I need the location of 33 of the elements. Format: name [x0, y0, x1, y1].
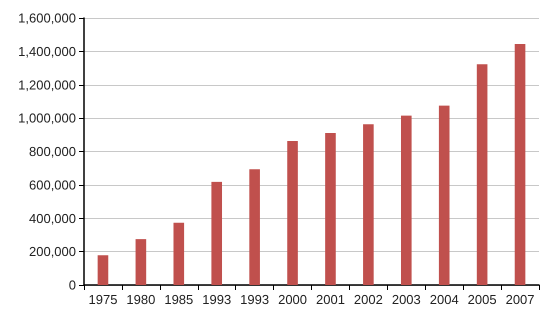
bar [514, 44, 526, 285]
y-tick-label: 1,600,000 [18, 10, 76, 26]
x-tick-label: 1980 [126, 292, 156, 307]
x-tick-label: 2000 [278, 292, 308, 307]
bar [249, 169, 260, 285]
bar [438, 106, 450, 285]
y-tick-label: 1,200,000 [18, 77, 76, 92]
bar [173, 222, 184, 285]
x-tick-label: 1985 [164, 292, 194, 307]
bar [287, 140, 298, 285]
x-tick-label: 1993 [240, 292, 270, 307]
bar [136, 239, 146, 285]
x-tick-label: 1993 [202, 292, 232, 307]
bar [211, 182, 222, 285]
x-tick-label: 2004 [430, 292, 459, 307]
x-tick-label: 2001 [316, 292, 345, 307]
x-tick-label: 2003 [392, 292, 421, 307]
bar [98, 255, 108, 285]
bar [400, 116, 412, 285]
y-tick-label: 200,000 [29, 244, 76, 260]
x-tick-label: 2005 [468, 292, 497, 307]
x-tick-label: 2007 [506, 292, 535, 307]
bar [325, 132, 336, 285]
bar [363, 124, 374, 285]
x-tick-label: 1975 [88, 292, 118, 307]
y-tick-label: 1,000,000 [18, 110, 76, 126]
x-tick-label: 2002 [354, 292, 383, 307]
y-tick-label: 0 [68, 278, 76, 292]
bar [476, 64, 488, 285]
y-tick-label: 600,000 [29, 177, 76, 192]
y-tick-label: 1,400,000 [18, 44, 76, 59]
y-tick-label: 400,000 [29, 210, 76, 226]
y-tick-label: 800,000 [29, 144, 76, 159]
